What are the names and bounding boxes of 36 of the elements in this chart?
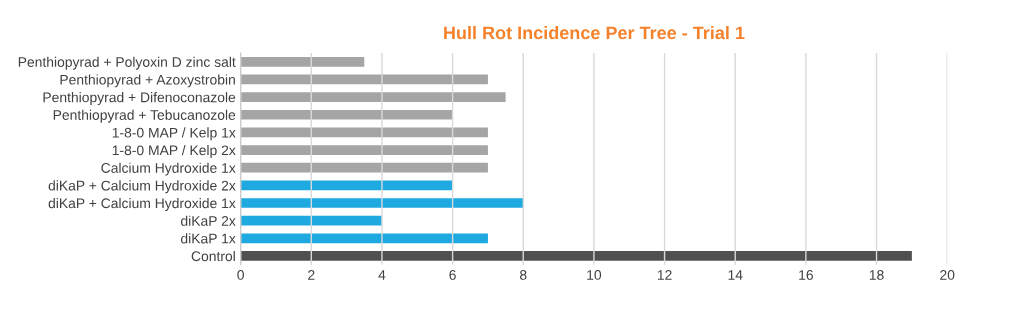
- y-tick-label: Control: [191, 250, 235, 262]
- y-tick-label: diKaP + Calcium Hydroxide 1x: [48, 197, 236, 211]
- y-tick-label: diKaP 1x: [181, 233, 236, 244]
- x-tick-label: 12: [657, 270, 672, 280]
- bar: [240, 56, 365, 67]
- bar: [240, 233, 488, 244]
- x-tick-label: 0: [237, 270, 244, 280]
- y-tick-label: Penthiopyrad + Difenoconazole: [43, 92, 236, 106]
- y-tick-label: Penthiopyrad + Tebucanozole: [53, 109, 236, 123]
- bar: [240, 162, 488, 173]
- x-tick-label: 10: [587, 270, 602, 280]
- y-tick-label: diKaP + Calcium Hydroxide 2x: [48, 180, 236, 194]
- y-tick-label: 1-8-0 MAP / Kelp 1x: [112, 127, 236, 141]
- chart-title: Hull Rot Incidence Per Tree - Trial 1: [444, 25, 745, 40]
- y-tick-label: Penthiopyrad + Azoxystrobin: [60, 74, 235, 88]
- x-tick-label: 20: [940, 270, 955, 280]
- x-tick-label: 14: [728, 270, 743, 280]
- x-tick-label: 16: [799, 270, 813, 280]
- x-tick-label: 4: [378, 270, 386, 280]
- y-tick-label: 1-8-0 MAP / Kelp 2x: [112, 145, 236, 158]
- y-tick-label: diKaP 2x: [181, 215, 236, 226]
- bar: [240, 74, 488, 85]
- bar: [240, 215, 382, 226]
- bar: [240, 180, 453, 191]
- bar: [240, 198, 524, 208]
- y-tick-label: Penthiopyrad + Polyoxin D zinc salt: [18, 56, 236, 70]
- bar: [240, 127, 488, 138]
- x-tick-label: 18: [869, 270, 884, 280]
- y-tick-label: Calcium Hydroxide 1x: [101, 162, 236, 176]
- x-tick-label: 6: [449, 270, 456, 280]
- bar: [240, 251, 912, 261]
- x-tick-label: 8: [520, 270, 527, 280]
- bar: [240, 109, 453, 120]
- bar: [240, 145, 488, 155]
- x-tick-label: 2: [308, 270, 315, 280]
- bar: [240, 92, 506, 102]
